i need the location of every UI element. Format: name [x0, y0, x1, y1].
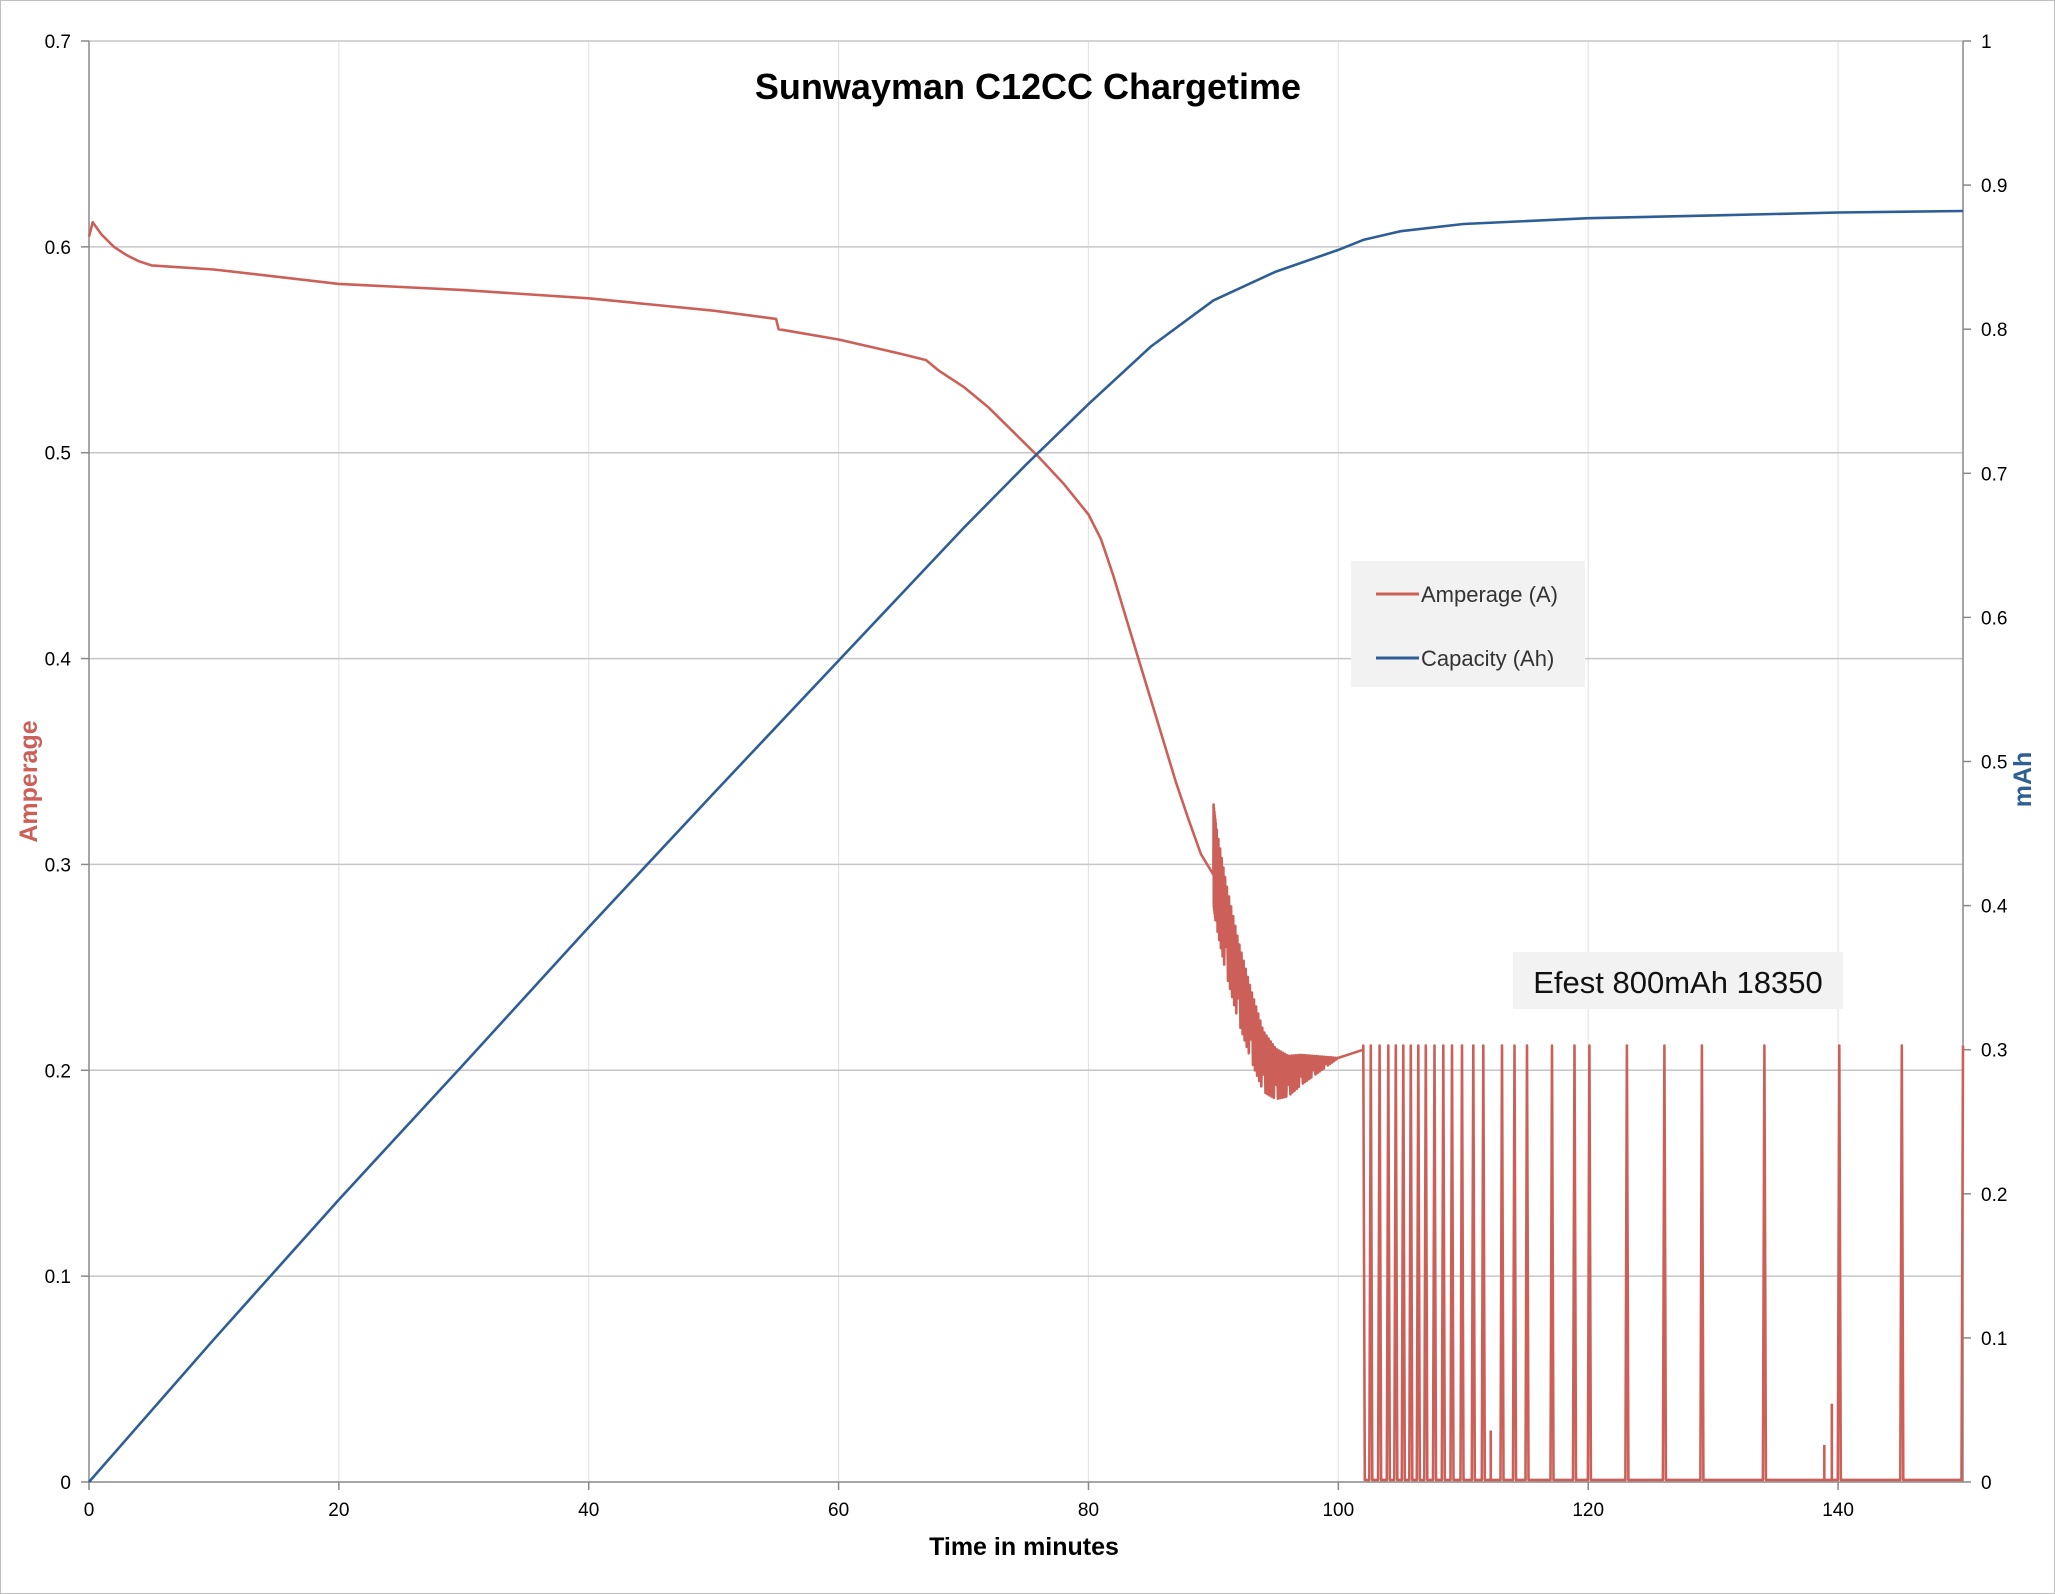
series-layer [87, 209, 1965, 1483]
y-right-tick-label: 1 [1981, 32, 1992, 53]
y-right-tick-label: 0 [1981, 1473, 1992, 1494]
y-right-tick-label: 0.8 [1981, 320, 2007, 341]
chart-title: Sunwayman C12CC Chargetime [755, 66, 1301, 107]
annotation: Efest 800mAh 18350 [1513, 952, 1843, 1009]
y-left-tick-label: 0 [60, 1473, 71, 1494]
axes: 0 20 40 60 80 100 120 140 0 0.1 0.2 0.3 0.4 0.5 0.6 0.7… [45, 32, 2008, 1521]
y-axis-left-label: Amperage [15, 720, 43, 842]
legend-label-capacity: Capacity (Ah) [1421, 646, 1554, 671]
x-axis-label: Time in minutes [929, 1533, 1119, 1561]
legend: Amperage (A) Capacity (Ah) [1351, 561, 1585, 687]
y-left-tick-label: 0.5 [45, 444, 71, 465]
x-tick-label: 100 [1322, 1500, 1354, 1521]
y-left-tick-label: 0.2 [45, 1061, 71, 1082]
y-axis-right-label: mAh [2009, 752, 2037, 808]
y-right-tick-label: 0.7 [1981, 464, 2007, 485]
x-tick-label: 40 [578, 1500, 599, 1521]
y-left-tick-label: 0.6 [45, 238, 71, 259]
y-right-tick-label: 0.4 [1981, 897, 2008, 918]
legend-box [1351, 561, 1585, 687]
x-tick-label: 140 [1822, 1500, 1854, 1521]
x-tick-label: 120 [1572, 1500, 1604, 1521]
series-line-amperage [87, 220, 1965, 1482]
y-right-tick-label: 0.3 [1981, 1041, 2007, 1062]
y-left-tick-label: 0.3 [45, 855, 71, 876]
y-left-tick-label: 0.7 [45, 32, 71, 53]
x-tick-label: 0 [84, 1500, 95, 1521]
series-line-capacity [88, 209, 1964, 1483]
x-tick-label: 20 [328, 1500, 349, 1521]
y-right-tick-label: 0.6 [1981, 608, 2007, 629]
annotation-text: Efest 800mAh 18350 [1533, 965, 1823, 1000]
y-right-tick-label: 0.1 [1981, 1329, 2007, 1350]
y-right-tick-label: 0.2 [1981, 1185, 2007, 1206]
legend-label-amperage: Amperage (A) [1421, 582, 1558, 607]
y-left-tick-label: 0.4 [45, 650, 72, 671]
y-right-tick-label: 0.5 [1981, 753, 2007, 774]
x-tick-label: 60 [828, 1500, 849, 1521]
gridlines [89, 40, 1963, 1482]
y-left-tick-label: 0.1 [45, 1267, 71, 1288]
x-tick-label: 80 [1078, 1500, 1099, 1521]
annotation-box [1513, 952, 1843, 1009]
y-right-tick-label: 0.9 [1981, 176, 2007, 197]
